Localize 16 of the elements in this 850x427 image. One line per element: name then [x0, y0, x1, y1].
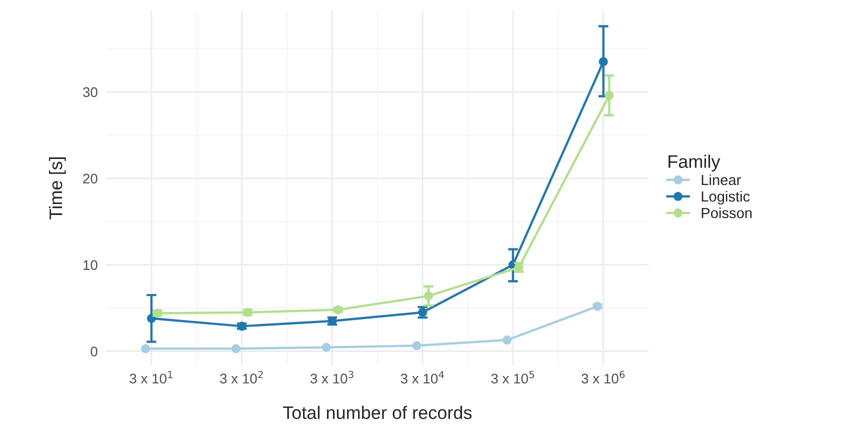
y-tick-label: 0	[90, 346, 98, 356]
legend-label: Linear	[702, 174, 741, 186]
x-tick-label: 3 x 10$^{3}$	[310, 370, 354, 384]
y-tick-label: 20	[83, 174, 98, 184]
x-tick-label: 3 x 10$^{4}$	[400, 370, 444, 384]
legend-title: Family	[668, 154, 720, 172]
legend-label: Logistic	[702, 190, 750, 205]
y-tick-label: 10	[84, 260, 98, 270]
x-tick-label: 3 x 10$^{6}$	[582, 370, 625, 384]
y-axis-title: Time [s]	[48, 157, 66, 220]
legend-label: Poisson	[702, 207, 752, 218]
x-tick-label: 3 x 10$^{2}$	[220, 370, 263, 384]
x-tick-label: 3 x 10$^{5}$	[491, 370, 534, 384]
x-tick-label: 3 x 10$^{1}$	[130, 370, 172, 384]
y-tick-label: 30	[83, 87, 98, 98]
x-axis-title: Total number of records	[282, 406, 472, 420]
